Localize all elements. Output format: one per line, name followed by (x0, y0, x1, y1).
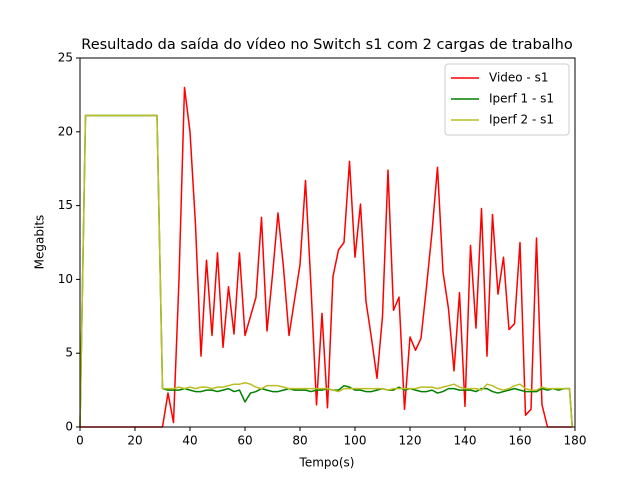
x-tick-label: 60 (237, 434, 252, 448)
x-tick-label: 180 (564, 434, 587, 448)
x-tick-label: 20 (127, 434, 142, 448)
y-tick-label: 5 (65, 346, 73, 360)
x-tick-label: 100 (344, 434, 367, 448)
x-tick-label: 0 (76, 434, 84, 448)
legend-label: Video - s1 (489, 71, 548, 85)
y-axis-label: Megabits (33, 215, 47, 270)
y-tick-label: 25 (58, 51, 73, 65)
y-tick-label: 15 (58, 198, 73, 212)
legend-label: Iperf 1 - s1 (489, 92, 554, 106)
x-tick-label: 120 (399, 434, 422, 448)
x-tick-label: 140 (454, 434, 477, 448)
y-tick-label: 20 (58, 124, 73, 138)
legend-label: Iperf 2 - s1 (489, 113, 554, 127)
legend-box (444, 63, 570, 136)
plot-frame (79, 57, 576, 428)
x-tick-label: 160 (509, 434, 532, 448)
x-axis-label: Tempo(s) (299, 456, 355, 470)
x-tick-label: 40 (182, 434, 197, 448)
y-tick-label: 0 (65, 420, 73, 434)
data-line (79, 114, 573, 428)
y-tick-label: 10 (58, 272, 73, 286)
chart-title: Resultado da saída do vídeo no Switch s1… (81, 37, 573, 53)
x-tick-label: 80 (292, 434, 307, 448)
